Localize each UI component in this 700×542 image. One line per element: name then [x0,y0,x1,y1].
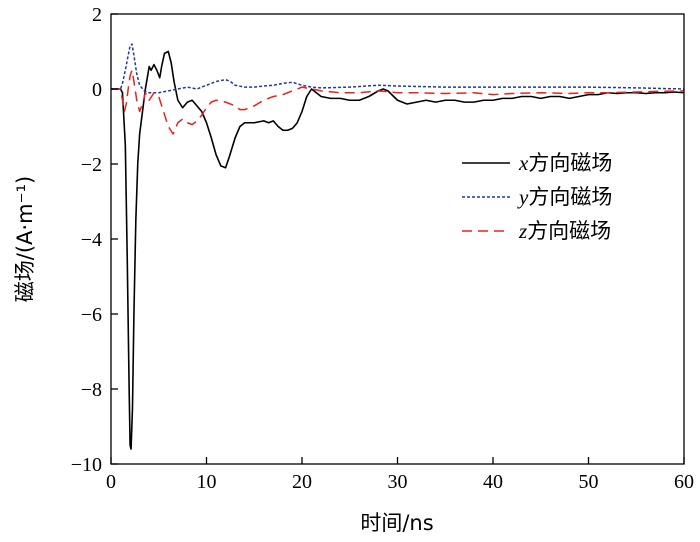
y-tick-label: −2 [81,154,102,176]
y-tick-label: −10 [71,454,102,476]
y-tick-label: −4 [81,229,102,251]
x-tick-label: 50 [579,471,599,493]
x-tick-label: 10 [197,471,217,493]
y-axis-label: 磁场/(A·m⁻¹) [13,176,37,302]
series-line-z [111,69,684,135]
x-axis-label: 时间/ns [360,511,433,535]
series-line-y [111,43,684,94]
x-tick-label: 60 [674,471,694,493]
y-tick-label: 0 [92,79,102,101]
legend: x方向磁场 y方向磁场 z方向磁场 [462,151,612,243]
y-tick-label: 2 [92,4,102,26]
legend-label-x: x方向磁场 [518,151,612,175]
series-layer [111,43,684,450]
series-line-x [111,50,684,450]
x-tick-label: 0 [106,471,116,493]
ticks-layer [110,13,685,465]
y-tick-label: −6 [81,304,102,326]
x-tick-label: 40 [483,471,503,493]
legend-label-y: y方向磁场 [517,185,612,209]
legend-label-z: z方向磁场 [518,219,611,243]
x-tick-label: 20 [292,471,312,493]
y-tick-label: −8 [81,379,102,401]
x-tick-label: 30 [388,471,408,493]
